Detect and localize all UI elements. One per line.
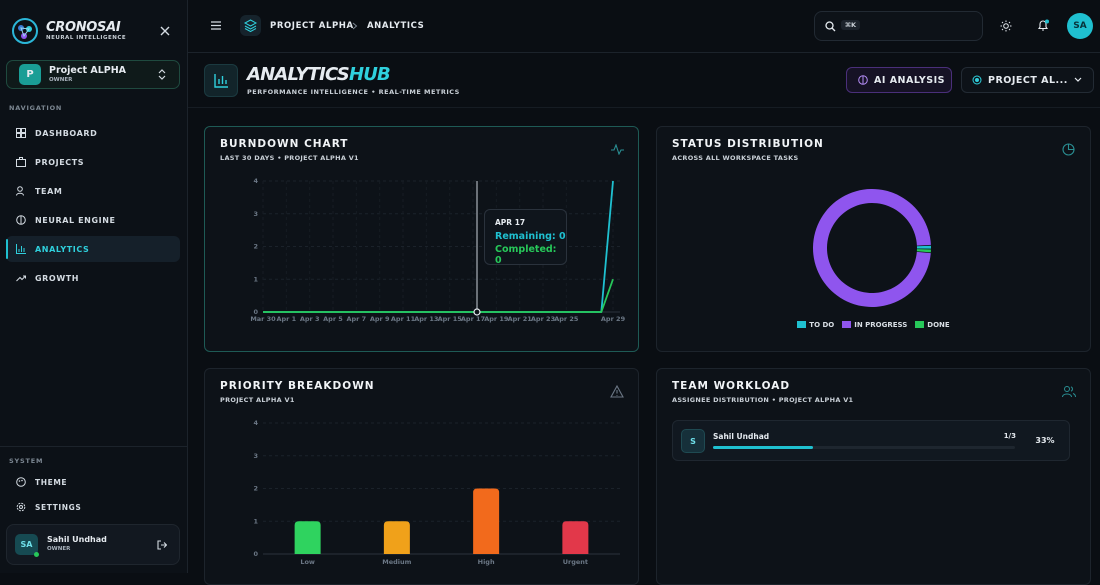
card-icon (1062, 386, 1076, 398)
card-subtitle: ACROSS ALL WORKSPACE TASKS (672, 154, 799, 162)
system-item[interactable]: THEME (6, 469, 180, 495)
hub-title: ANALYTICSHUB (247, 64, 391, 85)
sidebar: CRONOSAI NEURAL INTELLIGENCE P Project A… (0, 0, 188, 573)
brand-tagline: NEURAL INTELLIGENCE (46, 35, 127, 41)
breadcrumb-item: ANALYTICS (367, 21, 425, 31)
hub-subtitle: PERFORMANCE INTELLIGENCE • REAL-TIME MET… (247, 88, 460, 96)
divider (188, 107, 1100, 108)
hub-title-accent: HUB (348, 64, 391, 85)
legend-item: DONE (915, 321, 950, 329)
project-dropdown[interactable]: PROJECT AL... (961, 67, 1094, 93)
search-box[interactable]: ⌘K (814, 11, 983, 41)
avatar[interactable]: SA (1067, 13, 1093, 39)
workload-card: TEAM WORKLOAD ASSIGNEE DISTRIBUTION • PR… (656, 368, 1091, 585)
ai-analysis-label: AI ANALYSIS (874, 74, 946, 86)
logout[interactable] (157, 540, 167, 550)
theme-toggle[interactable] (1000, 20, 1012, 32)
header: PROJECT ALPHA ANALYTICS ⌘K SA (188, 0, 1100, 53)
user-initials: SA (15, 534, 38, 555)
progress-track (713, 446, 1015, 449)
nav-label: TEAM (35, 186, 63, 196)
member-name: Sahil Undhad (713, 432, 770, 441)
hub-icon (204, 64, 238, 97)
nav-label: NEURAL ENGINE (35, 215, 116, 225)
card-icon (1062, 143, 1075, 156)
user-name: Sahil Undhad (47, 535, 107, 544)
card-subtitle: PROJECT ALPHA V1 (220, 396, 295, 404)
legend-label: TO DO (809, 321, 835, 329)
breadcrumb-separator (352, 22, 358, 30)
card-title: STATUS DISTRIBUTION (672, 138, 824, 150)
nav-item[interactable]: TEAM (6, 178, 180, 204)
project-role: OWNER (49, 77, 73, 83)
notifications[interactable] (1037, 19, 1050, 32)
legend-item: TO DO (797, 321, 834, 329)
nav-item[interactable]: ANALYTICS (6, 236, 180, 262)
card-title: PRIORITY BREAKDOWN (220, 380, 375, 392)
nav-label: ANALYTICS (35, 244, 90, 254)
hub-title-main: ANALYTICS (247, 64, 350, 85)
chevron (158, 69, 166, 80)
user-role: OWNER (47, 546, 71, 552)
burndown-card: BURNDOWN CHART LAST 30 DAYS • PROJECT AL… (204, 126, 639, 352)
nav-heading: NAVIGATION (9, 104, 63, 112)
menu-button[interactable] (211, 21, 221, 30)
project-dropdown-label: PROJECT AL... (988, 74, 1068, 86)
tooltip-row: Remaining: 0 (495, 231, 566, 242)
project-selector[interactable]: P Project ALPHA OWNER (6, 60, 180, 89)
nav-item[interactable]: NEURAL ENGINE (6, 207, 180, 233)
tooltip-row: Completed: 0 (495, 244, 557, 266)
member-percent: 33% (1035, 436, 1055, 445)
legend: TO DO IN PROGRESS DONE (657, 321, 1090, 329)
card-title: BURNDOWN CHART (220, 138, 349, 150)
progress-fill (713, 446, 813, 449)
brand-name: CRONOS (46, 20, 107, 35)
card-title: TEAM WORKLOAD (672, 380, 791, 392)
breadcrumb-item[interactable]: PROJECT ALPHA (270, 21, 354, 31)
nav-label: DASHBOARD (35, 128, 98, 138)
member-row: S Sahil Undhad 1/3 33% (672, 420, 1070, 461)
member-ratio: 1/3 (1003, 432, 1016, 440)
brand: CRONOSAI (46, 20, 121, 35)
nav-item[interactable]: GROWTH (6, 265, 180, 291)
system-item[interactable]: SETTINGS (6, 494, 180, 520)
breadcrumb-icon (240, 15, 261, 36)
card-icon (611, 144, 624, 155)
system-label: SETTINGS (35, 502, 82, 512)
nav-item[interactable]: PROJECTS (6, 149, 180, 175)
brand-accent: AI (106, 20, 121, 35)
member-initial: S (681, 429, 705, 453)
user-card[interactable]: SA Sahil Undhad OWNER (6, 524, 180, 565)
brand-logo (12, 18, 38, 44)
legend-item: IN PROGRESS (842, 321, 907, 329)
legend-swatch (797, 321, 807, 328)
card-icon (610, 385, 624, 398)
divider (0, 446, 187, 447)
legend-swatch (915, 321, 925, 328)
legend-swatch (842, 321, 852, 328)
online-dot (34, 552, 39, 557)
tooltip-title: APR 17 (495, 218, 526, 227)
project-initial: P (19, 64, 41, 85)
system-label: THEME (35, 477, 68, 487)
project-name: Project ALPHA (49, 65, 127, 76)
nav-label: GROWTH (35, 273, 80, 283)
tooltip: APR 17 Remaining: 0 Completed: 0 (484, 209, 567, 266)
ai-analysis-button[interactable]: AI ANALYSIS (846, 67, 952, 93)
close-sidebar[interactable] (160, 26, 170, 36)
system-heading: SYSTEM (9, 457, 44, 465)
search-shortcut: ⌘K (841, 20, 861, 30)
nav-label: PROJECTS (35, 157, 85, 167)
card-subtitle: LAST 30 DAYS • PROJECT ALPHA V1 (220, 154, 359, 162)
legend-label: DONE (927, 321, 950, 329)
legend-label: IN PROGRESS (854, 321, 908, 329)
card-subtitle: ASSIGNEE DISTRIBUTION • PROJECT ALPHA V1 (672, 396, 854, 404)
nav-item[interactable]: DASHBOARD (6, 120, 180, 146)
priority-card: PRIORITY BREAKDOWN PROJECT ALPHA V1 (204, 368, 639, 585)
status-card: STATUS DISTRIBUTION ACROSS ALL WORKSPACE… (656, 126, 1091, 352)
